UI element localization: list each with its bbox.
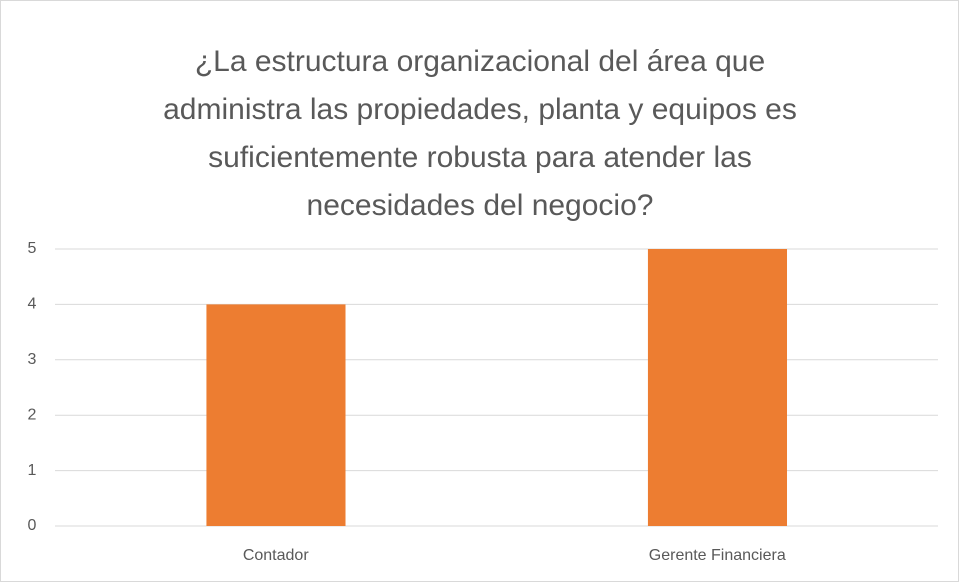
y-tick-label: 3: [28, 351, 37, 368]
y-tick-label: 4: [28, 296, 37, 313]
y-tick-label: 5: [28, 240, 37, 257]
x-tick-label: Gerente Financiera: [649, 547, 786, 564]
y-tick-label: 2: [28, 406, 37, 423]
x-tick-label: Contador: [243, 547, 309, 564]
bar: [206, 304, 346, 526]
bar: [647, 249, 788, 526]
y-tick-label: 1: [28, 462, 37, 479]
chart-title: ¿La estructura organizacional del área q…: [163, 45, 797, 222]
y-tick-label: 0: [28, 517, 37, 534]
